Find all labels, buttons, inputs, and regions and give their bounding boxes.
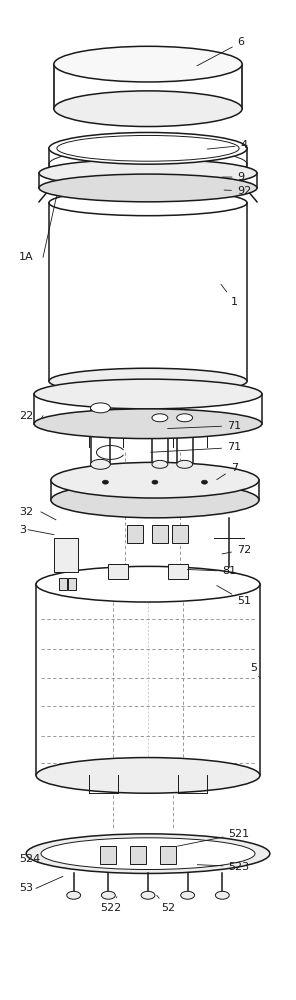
- Ellipse shape: [177, 414, 193, 422]
- Ellipse shape: [54, 46, 242, 82]
- Ellipse shape: [41, 838, 255, 869]
- Bar: [130, 846, 146, 864]
- Bar: [108, 564, 128, 579]
- Text: 53: 53: [19, 883, 33, 893]
- Text: 72: 72: [222, 545, 251, 555]
- Bar: [172, 525, 188, 543]
- Ellipse shape: [49, 132, 247, 164]
- Bar: [100, 846, 116, 864]
- Text: 92: 92: [224, 186, 251, 196]
- Text: 524: 524: [19, 854, 41, 864]
- Text: 6: 6: [197, 37, 244, 66]
- Text: 521: 521: [178, 829, 250, 846]
- Ellipse shape: [215, 891, 229, 899]
- Bar: [127, 525, 143, 543]
- Text: 32: 32: [19, 507, 33, 517]
- Ellipse shape: [141, 891, 155, 899]
- Ellipse shape: [102, 480, 108, 484]
- Text: 7: 7: [217, 463, 238, 480]
- Ellipse shape: [34, 379, 262, 409]
- Text: 81: 81: [187, 566, 236, 576]
- Text: 1A: 1A: [19, 252, 34, 262]
- Text: 4: 4: [207, 140, 248, 150]
- Ellipse shape: [91, 459, 110, 469]
- Text: 5: 5: [250, 663, 260, 678]
- Text: 71: 71: [151, 442, 241, 452]
- Text: 51: 51: [217, 586, 251, 606]
- Text: 22: 22: [19, 411, 33, 421]
- Ellipse shape: [54, 91, 242, 127]
- Ellipse shape: [51, 482, 259, 518]
- Ellipse shape: [57, 135, 239, 161]
- Text: 3: 3: [19, 525, 26, 535]
- Text: 523: 523: [197, 862, 250, 872]
- Bar: [59, 578, 67, 590]
- Ellipse shape: [34, 409, 262, 439]
- Text: 71: 71: [168, 421, 241, 431]
- Text: 52: 52: [157, 895, 175, 913]
- Ellipse shape: [26, 834, 270, 873]
- Bar: [168, 564, 188, 579]
- Text: 9: 9: [222, 172, 245, 182]
- Bar: [54, 538, 78, 572]
- Ellipse shape: [39, 174, 257, 202]
- Ellipse shape: [152, 480, 158, 484]
- Ellipse shape: [67, 891, 81, 899]
- Text: 1: 1: [221, 284, 238, 307]
- Ellipse shape: [152, 414, 168, 422]
- Ellipse shape: [202, 480, 207, 484]
- Ellipse shape: [39, 159, 257, 187]
- Text: 522: 522: [100, 897, 121, 913]
- Ellipse shape: [181, 891, 194, 899]
- Ellipse shape: [102, 891, 115, 899]
- Ellipse shape: [177, 460, 193, 468]
- Ellipse shape: [36, 566, 260, 602]
- Ellipse shape: [49, 190, 247, 216]
- Ellipse shape: [51, 462, 259, 498]
- Bar: [160, 846, 176, 864]
- Bar: [152, 525, 168, 543]
- Ellipse shape: [36, 758, 260, 793]
- Ellipse shape: [152, 460, 168, 468]
- Ellipse shape: [49, 368, 247, 394]
- Ellipse shape: [91, 403, 110, 413]
- Bar: [68, 578, 76, 590]
- Ellipse shape: [49, 148, 247, 180]
